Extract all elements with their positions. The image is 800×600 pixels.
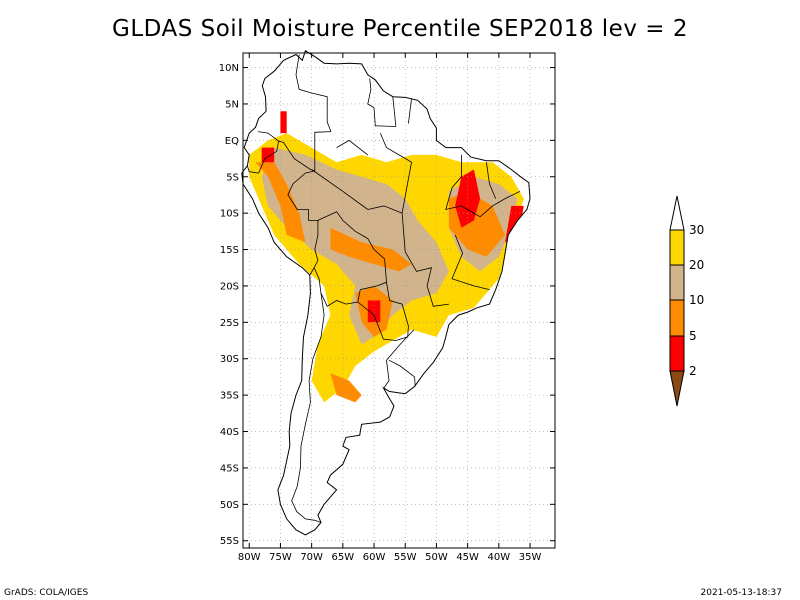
footer-grads-credit: GrADS: COLA/IGES bbox=[4, 588, 89, 598]
continent-coastline bbox=[241, 50, 531, 536]
lat-tick-label: 25S bbox=[220, 318, 239, 329]
lat-tick-label: 5S bbox=[226, 172, 239, 183]
legend-swatch bbox=[669, 335, 685, 372]
lat-tick-label: 15S bbox=[220, 245, 239, 256]
percentile-patch-2_5 bbox=[367, 300, 381, 323]
lon-tick-label: 50W bbox=[425, 552, 448, 563]
legend-level-label: 30 bbox=[689, 223, 704, 237]
percentile-patch-2_5 bbox=[261, 147, 275, 163]
lon-tick-label: 45W bbox=[456, 552, 479, 563]
country-borders bbox=[247, 54, 521, 523]
lat-tick-label: 55S bbox=[220, 536, 239, 547]
lat-tick-label: 5N bbox=[225, 99, 239, 110]
lon-tick-label: 65W bbox=[332, 552, 355, 563]
percentile-shading-layer bbox=[249, 111, 524, 403]
lon-tick-label: 55W bbox=[394, 552, 417, 563]
legend-swatch bbox=[669, 229, 685, 266]
map-title: GLDAS Soil Moisture Percentile SEP2018 l… bbox=[112, 16, 688, 42]
color-legend: 2 5 10 20 30 bbox=[669, 195, 704, 407]
footer-timestamp: 2021-05-13-18:37 bbox=[700, 588, 783, 598]
map-frame bbox=[242, 52, 556, 549]
lat-tick-label: EQ bbox=[225, 136, 239, 147]
lon-tick-label: 40W bbox=[488, 552, 511, 563]
lat-tick-label: 30S bbox=[220, 354, 239, 365]
percentile-patch-5_10 bbox=[330, 373, 362, 403]
lat-tick-label: 35S bbox=[220, 391, 239, 402]
map-gridlines bbox=[243, 53, 555, 548]
lat-tick-label: 20S bbox=[220, 281, 239, 292]
lat-tick-label: 45S bbox=[220, 463, 239, 474]
percentile-patch-5_10 bbox=[330, 227, 412, 272]
legend-level-label: 10 bbox=[689, 293, 704, 307]
legend-swatch bbox=[669, 299, 685, 337]
lat-tick-label: 40S bbox=[220, 427, 239, 438]
lon-tick-label: 80W bbox=[238, 552, 261, 563]
legend-level-label: 20 bbox=[689, 258, 704, 272]
axis-ticks: 10N 5N EQ 5S 10S 15S 20S 25S 30S 35S 40S 45S 50S 55S 8… bbox=[219, 53, 555, 563]
percentile-patch-2_5 bbox=[280, 111, 287, 134]
lon-tick-label: 35W bbox=[519, 552, 542, 563]
legend-level-label: 5 bbox=[689, 329, 697, 343]
legend-swatch bbox=[669, 264, 685, 301]
percentile-patch-5_10 bbox=[255, 162, 306, 243]
legend-arrow-below bbox=[669, 370, 685, 407]
legend-arrow-above bbox=[669, 195, 685, 231]
lat-tick-label: 50S bbox=[220, 500, 239, 511]
lat-tick-label: 10S bbox=[220, 209, 239, 220]
lon-tick-label: 60W bbox=[363, 552, 386, 563]
lon-tick-label: 70W bbox=[300, 552, 323, 563]
lat-tick-label: 10N bbox=[219, 63, 239, 74]
lon-tick-label: 75W bbox=[269, 552, 292, 563]
legend-level-label: 2 bbox=[689, 364, 697, 378]
